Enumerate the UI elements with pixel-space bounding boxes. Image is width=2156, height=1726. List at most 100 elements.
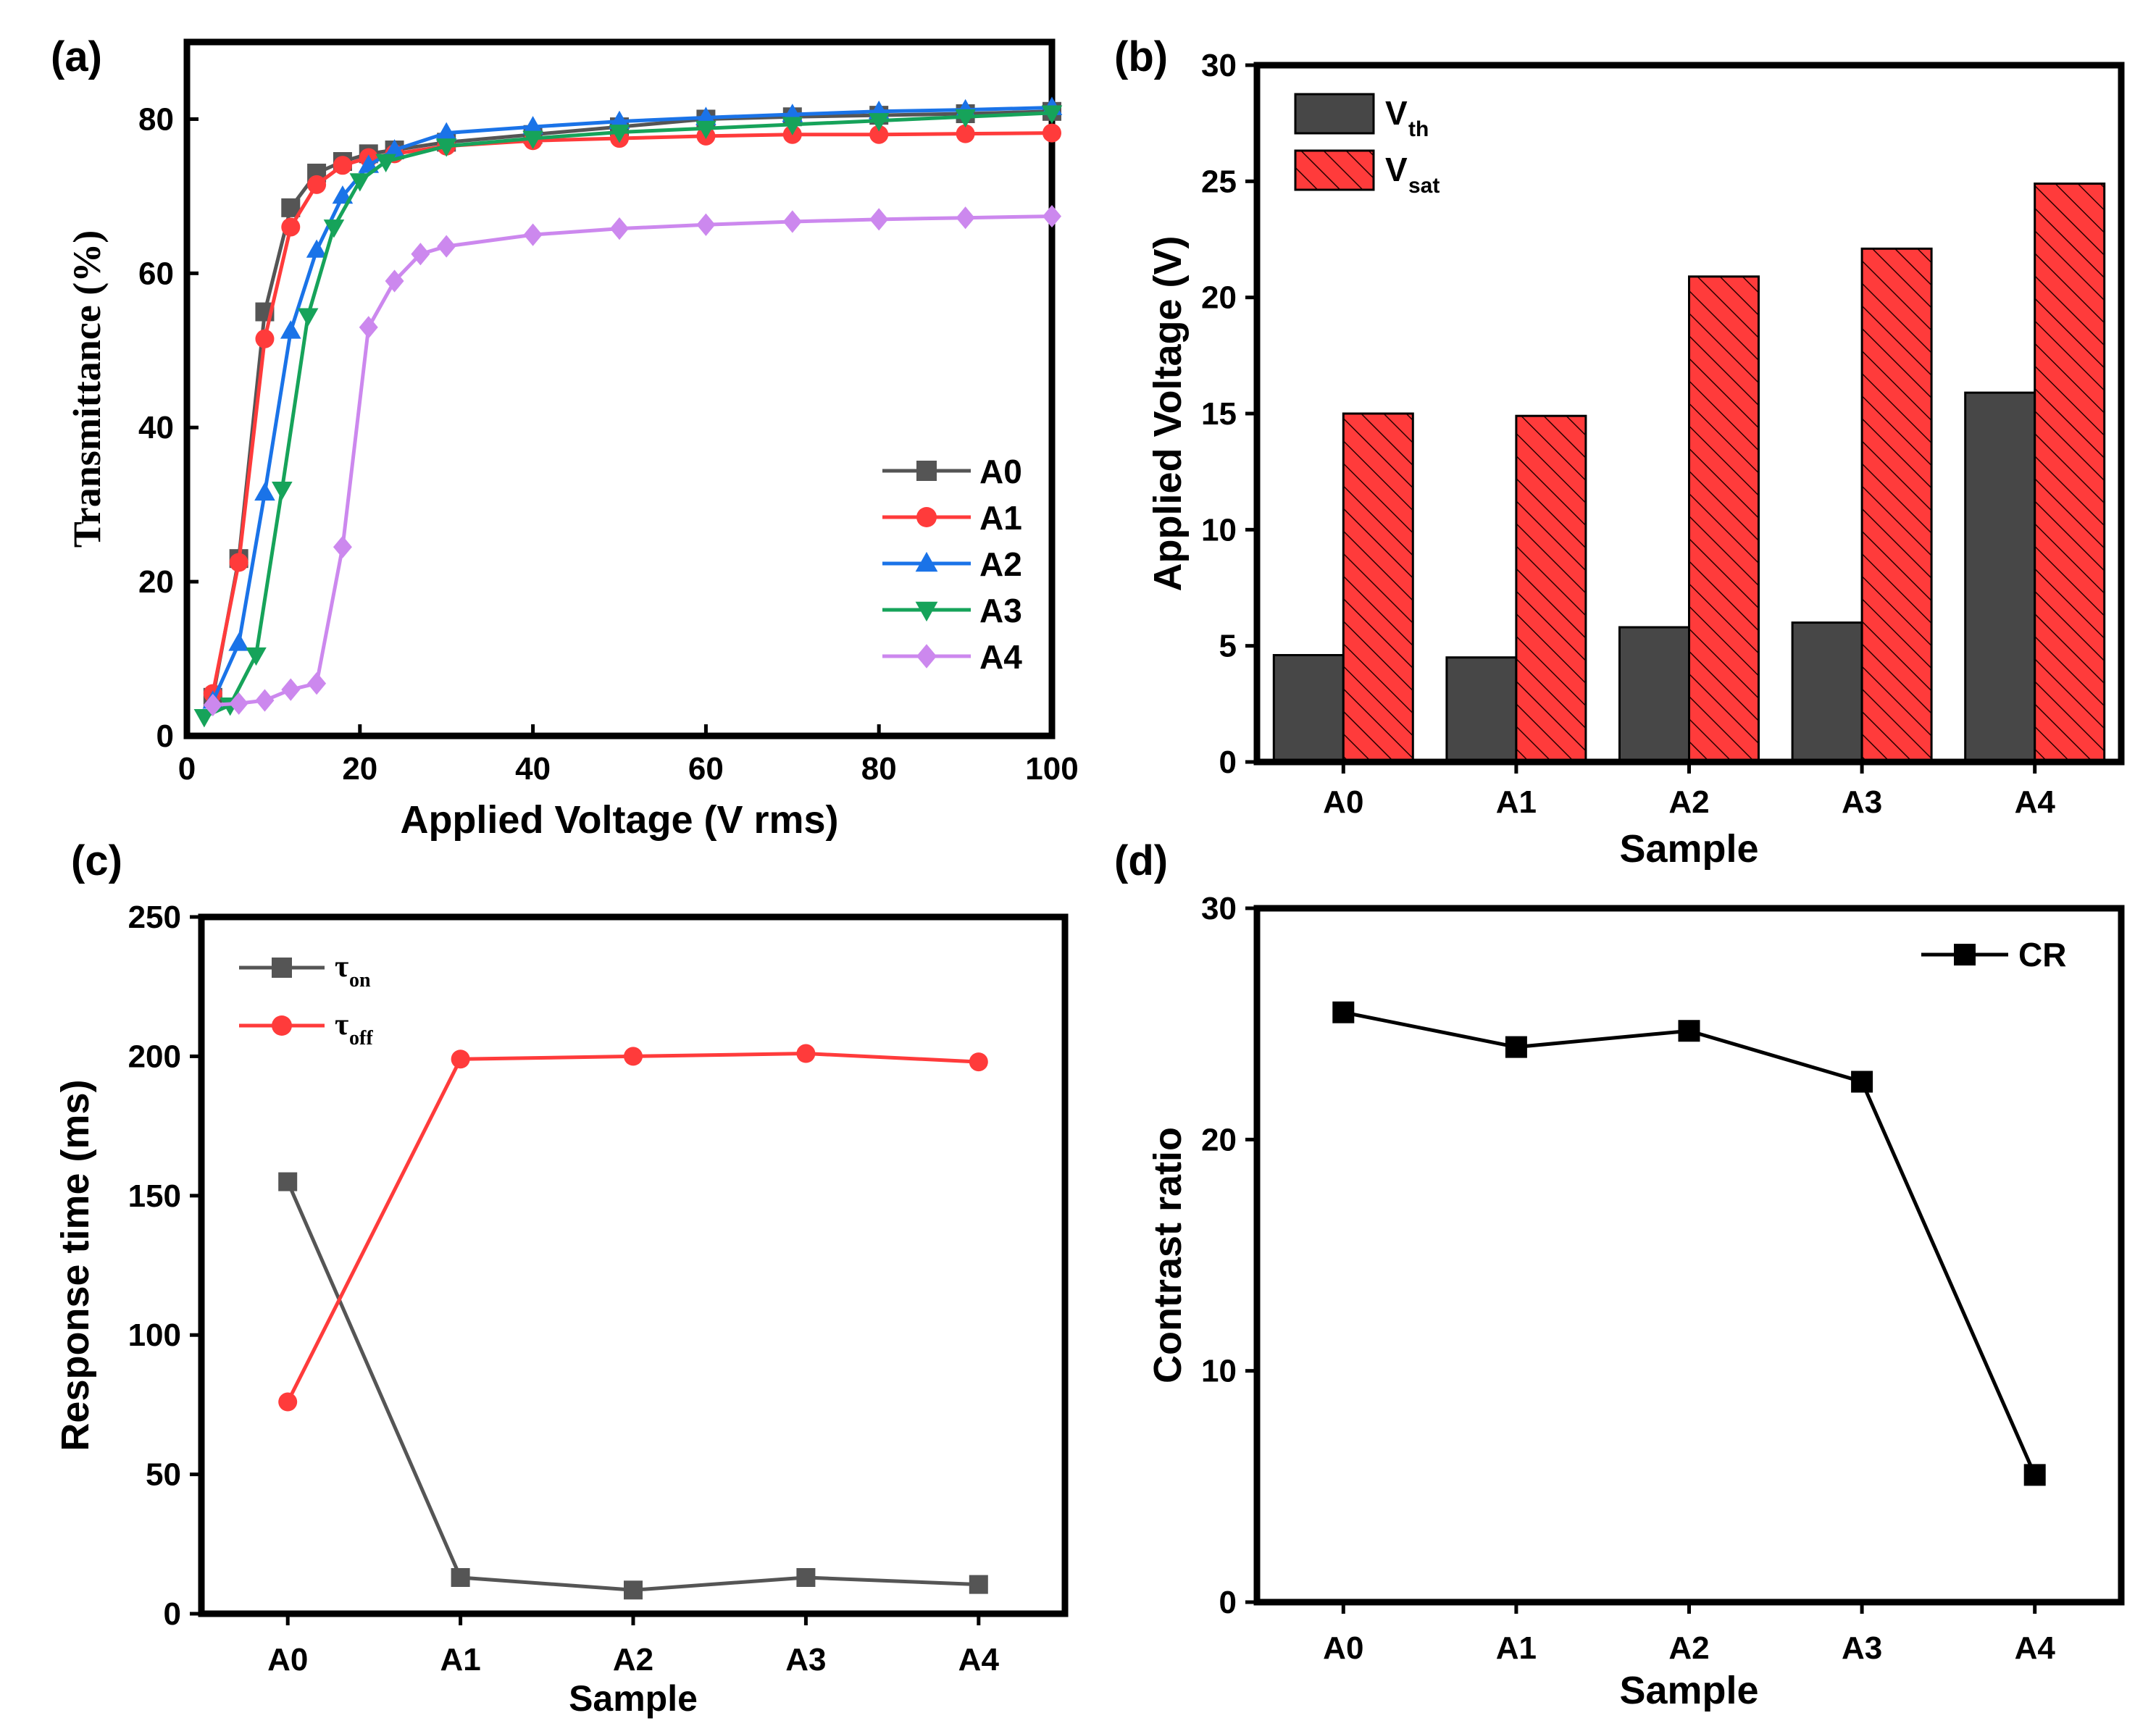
x-tick-label: 100 [1025,751,1078,787]
y-tick-label: 0 [156,719,174,754]
data-point-on [278,1172,298,1191]
data-point-A4 [523,223,543,246]
y-tick-label: 20 [138,564,174,600]
data-point-A3 [1041,105,1063,124]
data-point-A3 [193,708,215,728]
data-point-CR [1332,1001,1355,1023]
data-point-A3 [323,219,345,238]
data-point-A4 [229,692,248,715]
series-A1: A1 [203,123,1061,703]
bar-Vsat [1688,275,1760,763]
panel-label-a: (a) [51,33,102,80]
y-axis-title: Response time (ms) [54,1079,97,1451]
data-point-A4 [956,206,975,230]
legend-marker [272,1015,292,1036]
y-tick-label: 10 [1201,1354,1237,1389]
panel-label-c: (c) [71,837,122,884]
data-point-A1 [307,175,327,194]
series-line-A4 [212,214,1053,707]
x-tick-label: A0 [1323,1630,1363,1666]
panel-d: (d) 0 10 20 30 A0 A1 A2 A3 A4 CR Sample Contrast rat… [1114,837,2125,1712]
data-point-A1 [869,125,889,144]
legend-swatch [1294,93,1375,135]
series-line-off [285,1052,979,1403]
x-axis-title: Sample [569,1678,698,1719]
data-point-off [796,1044,816,1063]
series-A3: A3 [193,105,1063,728]
data-point-A3 [868,113,890,132]
y-tick-label: 30 [1201,891,1237,926]
series-on: τ on [239,950,988,1600]
data-point-on [796,1567,816,1587]
data-point-A1 [333,156,352,175]
data-point-A3 [522,130,543,150]
data-point-off [278,1392,298,1412]
bar-Vsat [1860,247,1933,763]
x-axis-title: Sample [1619,1669,1758,1712]
data-point-on [969,1575,988,1594]
data-point-A2 [306,239,327,258]
y-axis-title: Transmittance (%) [65,230,109,548]
bar-Vth [1618,626,1690,763]
data-point-A1 [281,217,301,237]
data-point-A3 [349,173,371,192]
legend-marker [1954,944,1976,965]
y-tick-label: 150 [128,1178,181,1214]
data-point-A3 [782,117,803,135]
x-tick-label: 60 [688,751,724,787]
legend-label-sub: th [1408,117,1429,141]
legend-label-sub: sat [1408,174,1440,198]
data-point-off [624,1047,643,1066]
data-point-A4 [696,213,716,236]
bar-Vth [1445,656,1518,763]
series-CR: CR [1332,936,2066,1486]
data-point-CR [2023,1464,2046,1486]
data-point-A2 [280,320,301,339]
series-A4: A4 [203,204,1061,717]
legend-label: V [1385,94,1408,132]
y-tick-label: 0 [1219,745,1237,780]
data-point-A3 [375,154,396,172]
data-point-on [451,1567,470,1587]
data-point-A4 [281,678,301,701]
data-point-A4 [333,535,352,558]
bar-Vth [1964,391,2036,763]
y-tick-label: 10 [1201,512,1237,548]
data-point-A3 [246,647,267,666]
series-line-A2 [211,105,1053,703]
y-tick-label: 40 [138,410,174,445]
x-tick-label: A2 [1668,1630,1709,1666]
x-tick-label: A2 [1668,784,1709,820]
data-point-A1 [1043,123,1061,143]
plot-frame [183,38,1056,740]
panel-label-d: (d) [1114,837,1168,884]
series-line-on [285,1181,979,1592]
legend-label: τ [335,950,348,984]
legend-label: A2 [979,545,1022,583]
legend-marker [915,551,938,572]
series-A2: A2 [202,96,1063,709]
data-point-A4 [385,269,404,293]
bar-Vsat [1515,414,1587,763]
y-tick-label: 200 [128,1039,181,1074]
legend-marker [915,601,938,622]
series-line-A3 [203,111,1053,719]
series-A0: A0 [203,101,1061,707]
legend-label-sub: off [349,1027,373,1050]
x-tick-label: 80 [861,751,897,787]
data-point-A2 [384,139,405,158]
x-tick-label: A1 [1496,1630,1537,1666]
data-point-off [451,1050,470,1069]
y-tick-label: 25 [1201,164,1237,199]
plot-frame [1253,62,2125,766]
data-point-A4 [359,316,378,339]
data-point-A1 [229,553,248,572]
data-point-A4 [437,235,456,258]
data-point-A3 [435,138,457,157]
y-axis-title: Contrast ratio [1146,1127,1190,1383]
data-point-A3 [955,109,976,128]
y-tick-label: 5 [1219,629,1237,664]
series-line-A1 [211,131,1053,694]
